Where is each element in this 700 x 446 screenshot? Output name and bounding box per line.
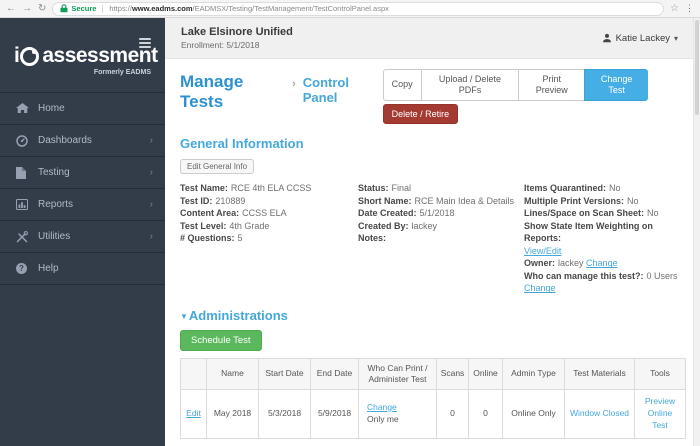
name-cell: May 2018: [206, 388, 259, 439]
page-title[interactable]: Manage Tests: [180, 72, 244, 111]
forward-icon[interactable]: →: [22, 2, 32, 14]
sidebar-item-help[interactable]: ? Help: [0, 252, 165, 285]
general-info-col2: Status: Final Short Name: RCE Main Idea & …: [358, 183, 515, 244]
breadcrumb-separator-icon: ›: [292, 78, 296, 90]
sidebar-item-utilities[interactable]: Utilities ›: [0, 220, 165, 252]
user-icon: [602, 33, 612, 43]
edit-administration-link[interactable]: Edit: [186, 407, 201, 418]
edit-general-info-button[interactable]: Edit General Info: [180, 159, 255, 175]
print-preview-button[interactable]: Print Preview: [518, 69, 585, 101]
tools-cell: Preview Online Test: [634, 388, 686, 439]
general-info-col1: Test Name: RCE 4th ELA CCSS Test ID: 21088…: [180, 183, 312, 244]
chevron-right-icon: ›: [149, 231, 153, 242]
app-logo: i assessment: [0, 18, 165, 68]
action-button-group: Copy Upload / Delete PDFs Print Preview …: [382, 69, 648, 101]
breadcrumb: Manage Tests › Control Panel: [180, 69, 383, 112]
who-can-print-cell: Change Only me: [358, 388, 437, 439]
hamburger-icon[interactable]: [139, 36, 151, 50]
chevron-right-icon: ›: [149, 167, 153, 178]
end-date-cell: 5/9/2018: [310, 388, 359, 439]
scrollbar-thumb[interactable]: [695, 20, 699, 115]
sidebar: i assessment Formerly EADMS Home Dashboar…: [0, 18, 165, 446]
sidebar-item-reports[interactable]: Reports ›: [0, 188, 165, 220]
upload-delete-pdfs-button[interactable]: Upload / Delete PDFs: [420, 69, 519, 101]
home-icon: [16, 103, 38, 114]
main-area: Lake Elsinore Unified Enrollment: 5/1/20…: [165, 18, 700, 446]
test-materials-cell: Window Closed: [564, 388, 635, 439]
page-content: Manage Tests › Control Panel Copy Upload…: [165, 59, 700, 446]
general-info-grid: Test Name: RCE 4th ELA CCSS Test ID: 21088…: [180, 182, 686, 295]
scans-cell: 0: [436, 388, 469, 439]
preview-online-test-link[interactable]: Preview Online Test: [644, 395, 676, 430]
scrollbar[interactable]: [693, 18, 700, 446]
bookmark-star-icon[interactable]: ☆: [670, 2, 679, 14]
secure-label: Secure: [71, 4, 97, 13]
chevron-right-icon: ›: [149, 135, 153, 146]
administrations-table: Name Start Date End Date Who Can Print /…: [180, 357, 686, 439]
dashboards-icon: [16, 134, 38, 147]
general-info-col3: Items Quarantined: No Multiple Print Vers…: [524, 183, 678, 294]
user-name: Katie Lackey: [615, 32, 670, 44]
edit-cell: Edit: [180, 388, 207, 439]
logo-text: assessment: [42, 44, 158, 67]
sidebar-item-testing[interactable]: Testing ›: [0, 156, 165, 188]
reload-icon[interactable]: ↻: [38, 2, 47, 14]
action-buttons: Copy Upload / Delete PDFs Print Preview …: [382, 69, 648, 125]
who-change-link[interactable]: Change: [367, 401, 397, 412]
logo-i: i: [14, 44, 20, 67]
admin-type-cell: Online Only: [502, 388, 565, 439]
collapse-icon: ▼: [180, 311, 188, 321]
manage-change-link[interactable]: Change: [524, 283, 556, 294]
testing-icon: [16, 166, 38, 179]
url-text: https://www.eadms.com/EADMSX/Testing/Tes…: [109, 4, 389, 13]
padlock-icon: [60, 4, 68, 13]
breadcrumb-current: Control Panel: [302, 75, 349, 105]
back-icon[interactable]: ←: [6, 2, 16, 14]
owner-change-link[interactable]: Change: [586, 258, 618, 269]
general-information-heading: General Information: [180, 136, 304, 152]
administration-row: Edit May 2018 5/3/2018 5/9/2018 Change O…: [180, 388, 686, 439]
start-date-cell: 5/3/2018: [258, 388, 311, 439]
reports-icon: [16, 199, 38, 210]
administrations-section-header[interactable]: ▼Administrations: [180, 307, 288, 323]
utilities-icon: [16, 230, 38, 243]
copy-button[interactable]: Copy: [382, 69, 421, 101]
table-header-row: Name Start Date End Date Who Can Print /…: [180, 357, 686, 390]
sidebar-nav: Home Dashboards › Testing › Rep: [0, 92, 165, 285]
view-edit-link[interactable]: View/Edit: [524, 245, 562, 256]
chevron-right-icon: ›: [149, 199, 153, 210]
browser-chrome: ← → ↻ Secure https://www.eadms.com/EADMS…: [0, 0, 700, 18]
sidebar-item-home[interactable]: Home: [0, 92, 165, 124]
delete-retire-button[interactable]: Delete / Retire: [382, 103, 459, 125]
user-menu[interactable]: Katie Lackey ▾: [602, 33, 678, 44]
online-cell: 0: [468, 388, 503, 439]
sidebar-item-dashboards[interactable]: Dashboards ›: [0, 124, 165, 156]
logo-o-icon: [20, 46, 40, 66]
topbar: Lake Elsinore Unified Enrollment: 5/1/20…: [165, 18, 700, 59]
help-icon: ?: [16, 263, 38, 274]
district-name: Lake Elsinore Unified: [181, 26, 293, 39]
logo-subtitle: Formerly EADMS: [93, 69, 151, 76]
browser-menu-icon[interactable]: ⋮: [685, 3, 694, 13]
district-block: Lake Elsinore Unified Enrollment: 5/1/20…: [181, 26, 293, 50]
url-bar[interactable]: Secure https://www.eadms.com/EADMSX/Test…: [52, 1, 665, 16]
schedule-test-button[interactable]: Schedule Test: [180, 329, 262, 351]
url-separator: [102, 4, 104, 13]
app-window: i assessment Formerly EADMS Home Dashboar…: [0, 18, 700, 446]
enrollment-label: Enrollment: 5/1/2018: [181, 39, 260, 50]
title-row: Manage Tests › Control Panel Copy Upload…: [180, 69, 686, 125]
window-closed-link[interactable]: Window Closed: [569, 407, 630, 418]
change-test-button[interactable]: Change Test: [584, 69, 648, 101]
caret-down-icon: ▾: [673, 33, 678, 43]
